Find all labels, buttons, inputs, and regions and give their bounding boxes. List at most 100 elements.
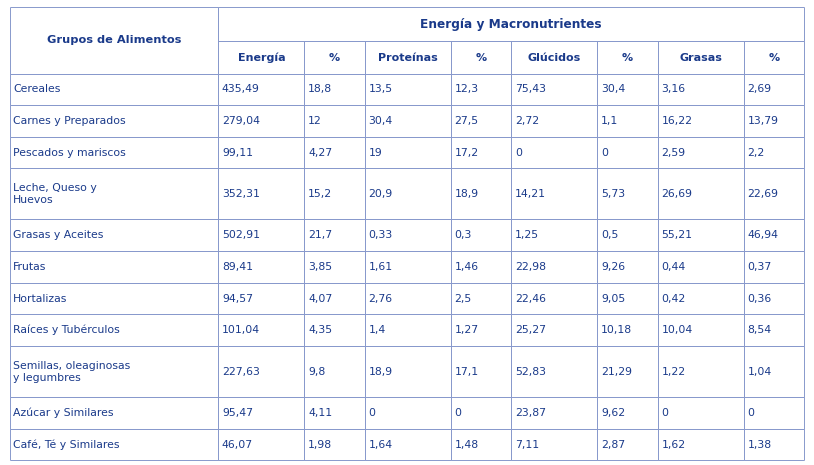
Text: 0,5: 0,5: [601, 230, 619, 240]
Bar: [10, 219, 218, 251]
Text: 0: 0: [454, 408, 462, 418]
Text: 10,18: 10,18: [601, 325, 632, 335]
Text: 17,2: 17,2: [454, 148, 479, 158]
Text: 9,62: 9,62: [601, 408, 625, 418]
Text: 95,47: 95,47: [222, 408, 253, 418]
Text: 3,16: 3,16: [661, 84, 685, 94]
Text: 0,42: 0,42: [661, 293, 685, 304]
Bar: [744, 219, 804, 251]
Bar: [511, 429, 597, 460]
Bar: [304, 219, 365, 251]
Text: 2,5: 2,5: [454, 293, 472, 304]
Text: 0: 0: [661, 408, 668, 418]
Bar: [658, 314, 744, 346]
Text: 0: 0: [601, 148, 608, 158]
Bar: [658, 73, 744, 105]
Bar: [744, 105, 804, 137]
Text: 4,07: 4,07: [308, 293, 332, 304]
Text: 2,76: 2,76: [369, 293, 392, 304]
Bar: [218, 137, 304, 168]
Bar: [304, 105, 365, 137]
Bar: [218, 41, 304, 73]
Bar: [10, 105, 218, 137]
Bar: [365, 251, 451, 283]
Bar: [304, 73, 365, 105]
Bar: [451, 73, 511, 105]
Text: 9,26: 9,26: [601, 262, 625, 272]
Text: 18,9: 18,9: [454, 189, 479, 199]
Text: 21,7: 21,7: [308, 230, 332, 240]
Bar: [365, 168, 451, 219]
Text: 1,04: 1,04: [747, 366, 772, 377]
Bar: [218, 251, 304, 283]
Text: 19: 19: [369, 148, 382, 158]
Bar: [218, 105, 304, 137]
Bar: [304, 251, 365, 283]
Bar: [658, 283, 744, 314]
Text: 9,05: 9,05: [601, 293, 625, 304]
Bar: [365, 105, 451, 137]
Text: 0: 0: [514, 148, 522, 158]
Text: 435,49: 435,49: [222, 84, 260, 94]
Text: 20,9: 20,9: [369, 189, 392, 199]
Bar: [218, 346, 304, 397]
Bar: [597, 346, 658, 397]
Text: 2,72: 2,72: [514, 116, 539, 126]
Text: 23,87: 23,87: [514, 408, 546, 418]
Text: 21,29: 21,29: [601, 366, 632, 377]
Text: 352,31: 352,31: [222, 189, 260, 199]
Text: %: %: [768, 53, 780, 62]
Text: Energía y Macronutrientes: Energía y Macronutrientes: [421, 18, 602, 31]
Bar: [451, 283, 511, 314]
Text: Carnes y Preparados: Carnes y Preparados: [13, 116, 126, 126]
Bar: [10, 346, 218, 397]
Text: Pescados y mariscos: Pescados y mariscos: [13, 148, 126, 158]
Bar: [304, 397, 365, 429]
Text: Hortalizas: Hortalizas: [13, 293, 68, 304]
Text: Grasas: Grasas: [680, 53, 722, 62]
Text: Glúcidos: Glúcidos: [527, 53, 581, 62]
Bar: [365, 73, 451, 105]
Bar: [10, 251, 218, 283]
Text: 0,3: 0,3: [454, 230, 472, 240]
Text: %: %: [329, 53, 340, 62]
Bar: [597, 219, 658, 251]
Text: 8,54: 8,54: [747, 325, 772, 335]
Text: 10,04: 10,04: [661, 325, 693, 335]
Text: 46,94: 46,94: [747, 230, 778, 240]
Bar: [304, 41, 365, 73]
Bar: [451, 397, 511, 429]
Text: 5,73: 5,73: [601, 189, 625, 199]
Bar: [451, 168, 511, 219]
Bar: [658, 429, 744, 460]
Text: 0: 0: [747, 408, 755, 418]
Bar: [304, 168, 365, 219]
Bar: [218, 219, 304, 251]
Text: 55,21: 55,21: [661, 230, 693, 240]
Text: 30,4: 30,4: [369, 116, 392, 126]
Text: 16,22: 16,22: [661, 116, 693, 126]
Text: 27,5: 27,5: [454, 116, 479, 126]
Text: 0,33: 0,33: [369, 230, 392, 240]
Text: %: %: [622, 53, 633, 62]
Text: 12,3: 12,3: [454, 84, 479, 94]
Bar: [365, 346, 451, 397]
Text: 4,35: 4,35: [308, 325, 332, 335]
Text: 94,57: 94,57: [222, 293, 253, 304]
Bar: [744, 251, 804, 283]
Bar: [451, 346, 511, 397]
Bar: [304, 314, 365, 346]
Bar: [744, 137, 804, 168]
Text: 1,4: 1,4: [369, 325, 386, 335]
Bar: [511, 346, 597, 397]
Text: 4,27: 4,27: [308, 148, 332, 158]
Text: 1,1: 1,1: [601, 116, 618, 126]
Text: 279,04: 279,04: [222, 116, 260, 126]
Text: 17,1: 17,1: [454, 366, 479, 377]
Bar: [365, 429, 451, 460]
Bar: [597, 168, 658, 219]
Bar: [451, 219, 511, 251]
Text: 1,25: 1,25: [514, 230, 539, 240]
Text: 2,87: 2,87: [601, 439, 625, 450]
Bar: [658, 219, 744, 251]
